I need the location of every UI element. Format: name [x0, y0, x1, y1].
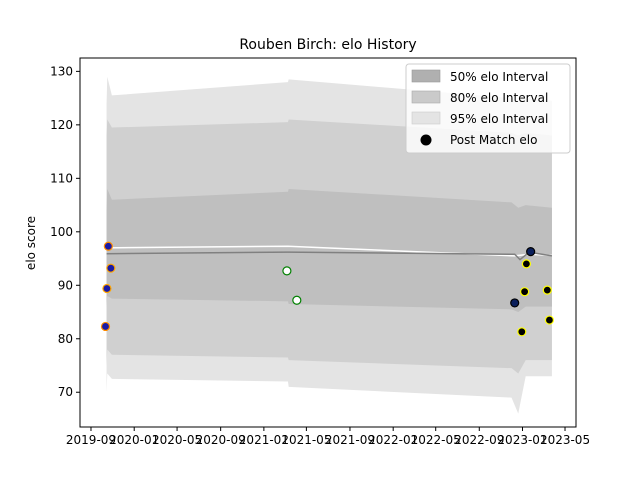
x-tick-label: 2023-05 — [540, 433, 590, 447]
y-tick-label: 80 — [58, 332, 73, 346]
data-point-11 — [542, 285, 552, 295]
data-point-6 — [510, 298, 520, 308]
x-tick-label: 2019-09 — [66, 433, 116, 447]
data-point-8 — [520, 287, 530, 297]
x-tick-label: 2020-01 — [109, 433, 159, 447]
plot-frame — [79, 57, 577, 428]
legend-swatch-p50 — [411, 69, 441, 83]
y-tick-label: 70 — [58, 385, 73, 399]
data-point-3 — [106, 263, 116, 273]
chart-title: Rouben Birch: elo History — [239, 37, 416, 53]
data-point-9 — [521, 259, 532, 269]
band-50 — [106, 189, 552, 313]
y-tick-label: 130 — [50, 64, 73, 78]
x-tick-label: 2022-05 — [411, 433, 461, 447]
y-tick-label: 120 — [50, 118, 73, 132]
data-point-4 — [282, 266, 292, 276]
x-axis: 2019-092020-012020-052020-092021-012021-… — [66, 427, 590, 447]
y-tick-label: 110 — [50, 171, 73, 185]
y-axis: 70 80 90 100 110 120 130 — [50, 64, 80, 399]
legend-swatch-p80 — [411, 90, 441, 104]
legend: 50% elo Interval 80% elo Interval 95% el… — [405, 63, 571, 154]
data-point-1 — [102, 283, 112, 294]
legend-label-p50: 50% elo Interval — [450, 70, 548, 84]
data-point-10 — [526, 246, 536, 257]
x-tick-label: 2021-01 — [239, 433, 289, 447]
legend-box — [405, 63, 571, 154]
x-tick-label: 2020-09 — [196, 433, 246, 447]
legend-label-p80: 80% elo Interval — [450, 91, 548, 105]
y-tick-label: 90 — [58, 278, 73, 292]
x-tick-label: 2020-05 — [152, 433, 202, 447]
post-match-points — [100, 241, 555, 337]
mean-line-0 — [106, 245, 552, 257]
legend-label-p95: 95% elo Interval — [450, 112, 548, 126]
x-tick-label: 2023-01 — [497, 433, 547, 447]
data-point-12 — [544, 315, 555, 325]
x-tick-label: 2021-09 — [325, 433, 375, 447]
data-point-7 — [517, 327, 527, 337]
x-tick-label: 2021-05 — [281, 433, 331, 447]
legend-swatch-p95 — [411, 111, 441, 125]
legend-marker-post-match — [420, 134, 432, 146]
data-point-0 — [100, 321, 111, 332]
data-point-2 — [103, 241, 113, 251]
y-tick-label: 100 — [50, 225, 73, 239]
x-tick-label: 2022-01 — [368, 433, 418, 447]
x-tick-label: 2022-09 — [454, 433, 504, 447]
legend-label-post-match: Post Match elo — [450, 133, 537, 147]
y-axis-label: elo score — [24, 216, 38, 270]
data-point-5 — [292, 295, 302, 305]
interval-bands — [106, 76, 552, 414]
